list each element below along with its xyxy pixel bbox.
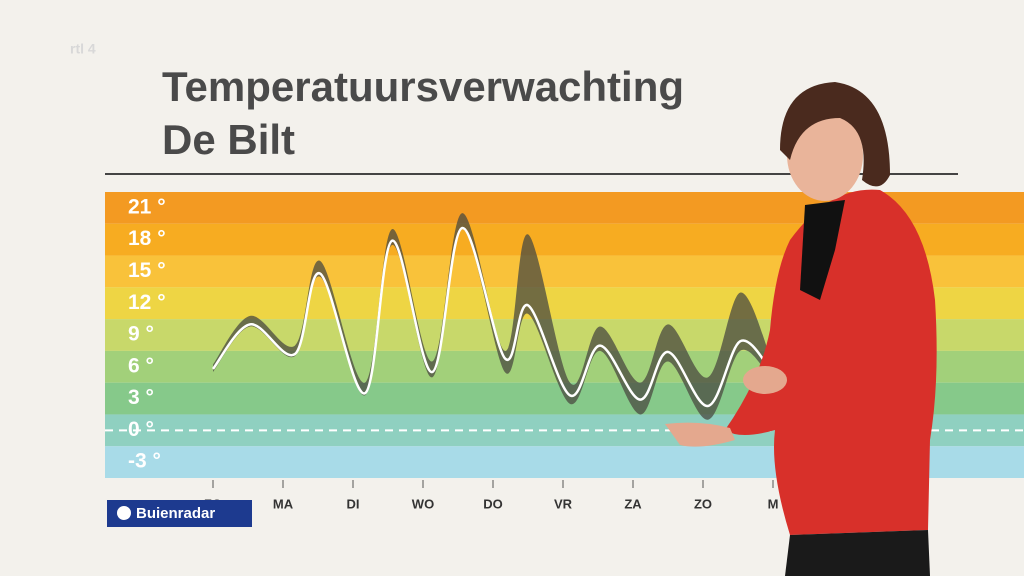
presenter-hand <box>665 422 735 447</box>
x-tick-label: M <box>768 496 779 511</box>
y-tick-label: 12 ° <box>128 291 166 314</box>
presenter-hand <box>743 366 787 394</box>
chart-subtitle: De Bilt <box>162 116 295 163</box>
x-tick-label: DO <box>483 496 503 511</box>
y-tick-label: 21 ° <box>128 195 166 218</box>
y-tick-label: 3 ° <box>128 386 154 409</box>
x-tick-label: ZO <box>694 496 712 511</box>
x-tick-label: WO <box>412 496 434 511</box>
y-tick-label: 9 ° <box>128 323 154 346</box>
presenter <box>665 82 937 576</box>
presenter-top <box>800 200 845 300</box>
brand-box <box>107 500 252 527</box>
y-tick-label: 18 ° <box>128 227 166 250</box>
x-tick-label: DI <box>347 496 360 511</box>
x-tick-label: VR <box>554 496 573 511</box>
brand-icon <box>117 506 131 520</box>
y-tick-label: -3 ° <box>128 450 161 473</box>
channel-logo: rtl 4 <box>70 41 96 57</box>
y-tick-label: 15 ° <box>128 259 166 282</box>
channel-logo-text: rtl 4 <box>70 41 96 57</box>
x-tick-label: MA <box>273 496 294 511</box>
presenter-face <box>787 109 863 201</box>
presenter-jacket <box>725 189 937 536</box>
presenter-trousers <box>785 530 930 576</box>
temperature-line <box>212 226 772 408</box>
brand-text: Buienradar <box>136 505 215 522</box>
presenter-hair <box>780 82 890 187</box>
brand-logo: Buienradar <box>107 500 252 527</box>
x-tick-label: ZA <box>624 496 642 511</box>
chart-title: Temperatuursverwachting <box>162 63 684 110</box>
y-tick-label: 6 ° <box>128 354 154 377</box>
